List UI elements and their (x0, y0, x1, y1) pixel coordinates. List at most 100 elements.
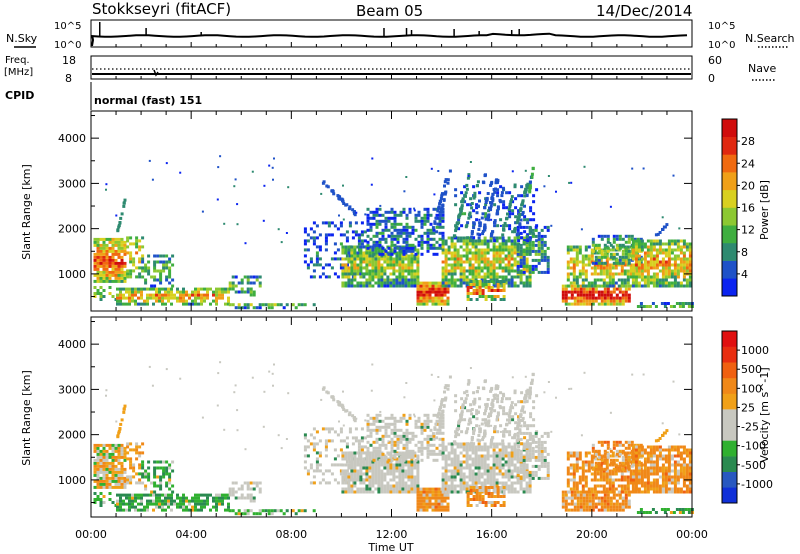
power-cell (474, 272, 478, 276)
velocity-cell (510, 475, 514, 479)
velocity-cell (478, 397, 482, 401)
power-cell (365, 248, 369, 252)
power-cell (434, 296, 438, 300)
power-cell (502, 286, 506, 289)
velocity-cell (126, 481, 130, 485)
velocity-cell (493, 445, 497, 449)
power-cell (333, 224, 337, 228)
power-cell (131, 296, 134, 300)
velocity-cell (155, 496, 158, 500)
power-cell (609, 255, 613, 259)
velocity-cell (501, 481, 505, 485)
velocity-cell (454, 409, 458, 413)
power-cell (459, 239, 463, 243)
power-cell (219, 155, 222, 158)
velocity-cell (426, 425, 430, 429)
power-cell (447, 272, 451, 276)
velocity-cell (426, 419, 430, 423)
velocity-cell (407, 487, 411, 491)
velocity-cell (362, 463, 366, 467)
power-cell (599, 263, 603, 267)
power-cell (396, 246, 400, 250)
power-cell (478, 286, 482, 289)
velocity-cell (102, 495, 106, 498)
velocity-cell (456, 466, 460, 470)
station-title: Stokkseyri (fitACF) (92, 0, 231, 18)
power-cell (350, 269, 354, 273)
velocity-cell (354, 439, 358, 443)
velocity-cell (389, 478, 393, 482)
power-cell (436, 209, 440, 213)
power-cell (673, 266, 677, 270)
velocity-cell (481, 498, 485, 501)
power-cell (490, 295, 494, 298)
power-cell (399, 234, 403, 238)
velocity-cell (339, 472, 343, 476)
power-cell (234, 275, 238, 279)
power-cell (454, 229, 458, 233)
power-cell (463, 200, 467, 204)
velocity-cell (341, 490, 345, 494)
power-cell (353, 213, 357, 217)
power-cell (522, 281, 526, 285)
velocity-cell (381, 419, 385, 423)
velocity-cell (377, 451, 381, 455)
velocity-cell (185, 508, 188, 512)
power-cell (504, 242, 508, 246)
velocity-cell (438, 443, 442, 447)
velocity-cell (392, 487, 396, 491)
velocity-cell (99, 452, 103, 456)
velocity-cell (353, 451, 357, 455)
power-cell (605, 284, 609, 288)
power-cell (688, 257, 692, 261)
velocity-cell (398, 478, 402, 482)
velocity-cell (105, 479, 109, 483)
power-cell (410, 284, 414, 288)
velocity-cell (371, 472, 375, 476)
power-cell (495, 266, 499, 270)
velocity-cell (99, 449, 103, 453)
power-cell (506, 212, 509, 216)
velocity-cell (380, 478, 384, 482)
power-cell (272, 178, 274, 181)
velocity-cell (489, 478, 493, 482)
power-cell (579, 299, 583, 303)
velocity-cell (401, 463, 405, 467)
power-cell (481, 295, 485, 298)
power-cell (584, 269, 588, 273)
velocity-cell (350, 478, 354, 482)
power-cell (366, 243, 370, 247)
power-cell (667, 254, 671, 258)
power-cell (501, 260, 505, 264)
power-cell (572, 266, 576, 270)
velocity-cell (252, 487, 256, 491)
power-cell (428, 299, 432, 303)
velocity-cell (324, 442, 328, 446)
power-cell (194, 302, 197, 306)
power-cell (688, 245, 692, 249)
velocity-cell (138, 472, 142, 476)
velocity-cell (450, 475, 454, 479)
velocity-cell (441, 440, 445, 444)
velocity-cell (440, 499, 444, 503)
power-cell (122, 293, 125, 297)
power-cell (646, 281, 650, 285)
power-cell (381, 237, 385, 241)
velocity-cell (375, 413, 379, 417)
velocity-cell (428, 505, 432, 509)
power-cell (513, 236, 517, 240)
velocity-cell (456, 490, 460, 494)
power-cell (96, 258, 100, 262)
velocity-cell (450, 490, 454, 494)
power-cell (640, 269, 644, 273)
velocity-cell (410, 463, 414, 467)
power-cell (570, 290, 574, 294)
velocity-cell (410, 484, 414, 488)
power-cell (297, 303, 301, 307)
power-cell (611, 284, 615, 288)
power-cell (618, 234, 622, 238)
power-cell (255, 275, 259, 279)
power-cell (507, 236, 511, 240)
power-cell (584, 263, 588, 267)
power-cell (643, 284, 647, 288)
